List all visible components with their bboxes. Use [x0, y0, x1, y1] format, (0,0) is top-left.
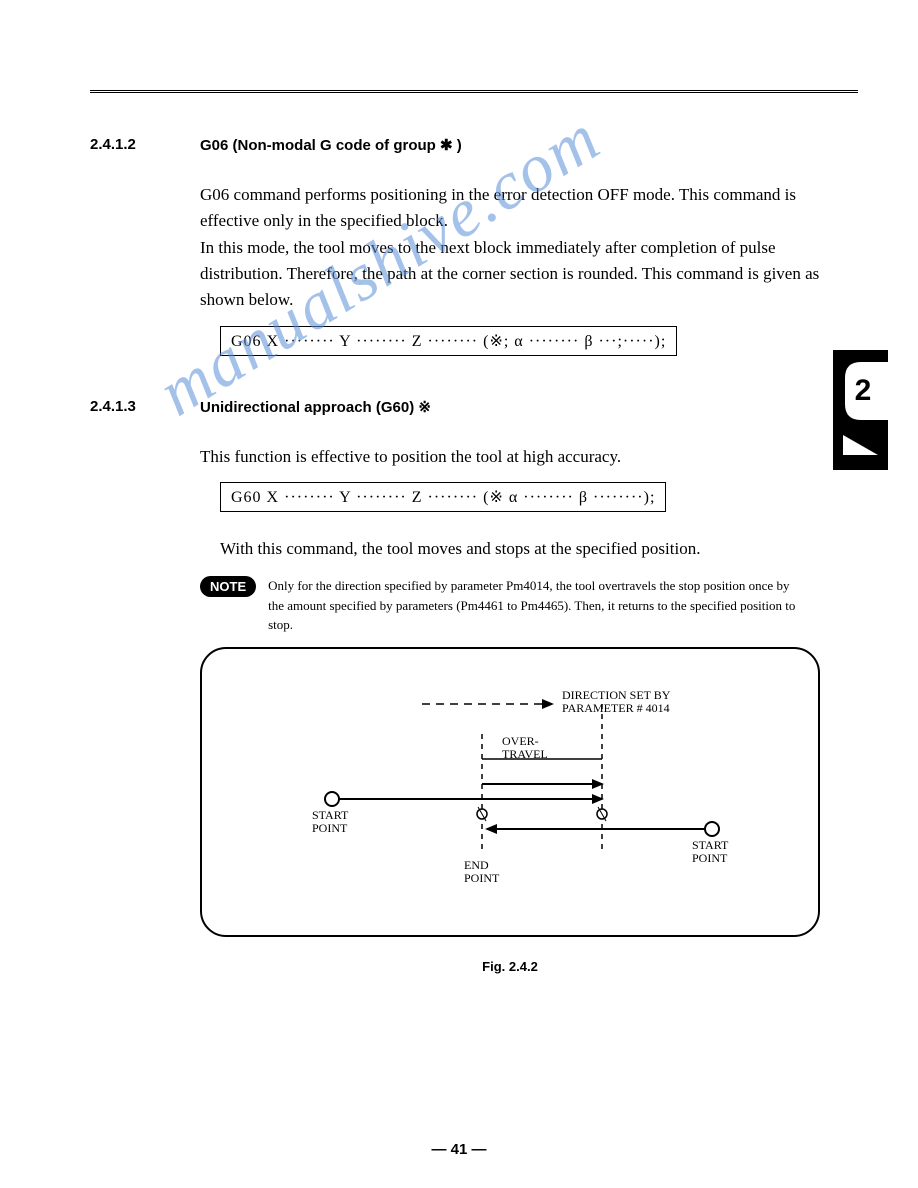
note-block: NOTE Only for the direction specified by…: [200, 576, 858, 635]
section-title: G06 (Non-modal G code of group ✱ ): [200, 136, 462, 154]
paragraph: With this command, the tool moves and st…: [220, 536, 858, 562]
paragraph: This function is effective to position t…: [200, 444, 820, 470]
tab-number: 2: [855, 374, 872, 407]
code-box: G06 X ········ Y ········ Z ········ (※;…: [220, 326, 677, 356]
section-heading: 2.4.1.3 Unidirectional approach (G60) ※: [90, 398, 858, 416]
section-number: 2.4.1.3: [90, 398, 200, 415]
label-start-right: START POINT: [692, 839, 728, 865]
note-text: Only for the direction specified by para…: [268, 576, 808, 635]
label-overtravel: OVER- TRAVEL: [502, 735, 548, 761]
label-direction: DIRECTION SET BY PARAMETER # 4014: [562, 689, 670, 715]
note-badge: NOTE: [200, 576, 256, 597]
figure-caption: Fig. 2.4.2: [200, 959, 820, 974]
tab-graphic: 2: [833, 350, 888, 470]
label-end: END POINT: [464, 859, 499, 885]
diagram-svg: [202, 649, 822, 939]
figure: DIRECTION SET BY PARAMETER # 4014 OVER- …: [200, 647, 820, 937]
page-number: — 41 —: [0, 1141, 918, 1158]
code-box: G60 X ········ Y ········ Z ········ (※ …: [220, 482, 666, 512]
section-heading: 2.4.1.2 G06 (Non-modal G code of group ✱…: [90, 136, 858, 154]
section-number: 2.4.1.2: [90, 136, 200, 153]
paragraph: G06 command performs positioning in the …: [200, 182, 820, 314]
label-start-left: START POINT: [312, 809, 348, 835]
section-title: Unidirectional approach (G60) ※: [200, 398, 431, 416]
page: 2.4.1.2 G06 (Non-modal G code of group ✱…: [0, 0, 918, 1014]
top-rule: [90, 90, 858, 96]
